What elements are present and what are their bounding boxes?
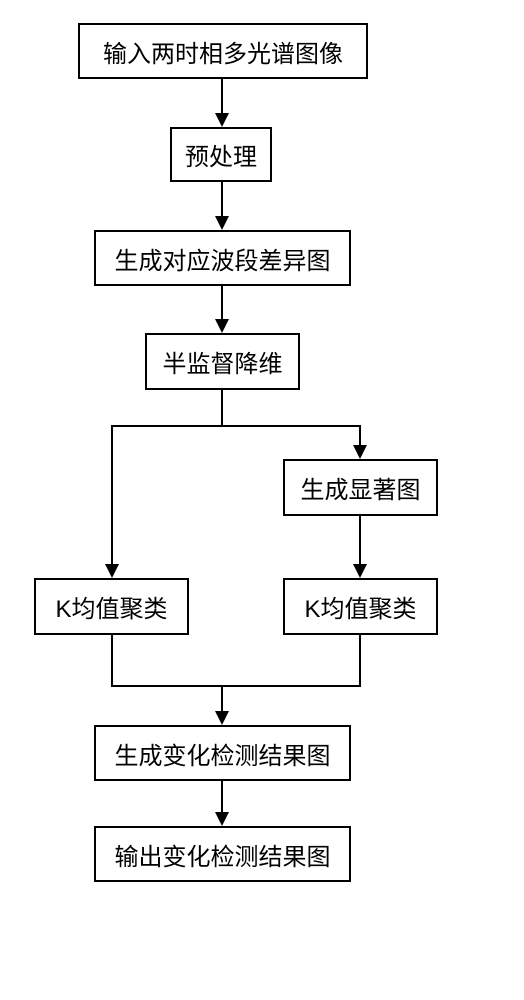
arrow-2-head <box>215 216 229 230</box>
node-kmeans-left: K均值聚类 <box>34 578 189 635</box>
split-left-head <box>105 564 119 578</box>
merge-left-line <box>111 635 113 686</box>
node-kmeans-right: K均值聚类 <box>283 578 438 635</box>
arrow-4-line <box>359 516 361 565</box>
split-right-head <box>353 445 367 459</box>
node-input: 输入两时相多光谱图像 <box>78 23 368 79</box>
arrow-1-line <box>221 79 223 114</box>
flowchart-container: 输入两时相多光谱图像 预处理 生成对应波段差异图 半监督降维 生成显著图 K均值… <box>0 0 524 1000</box>
split-right-line <box>359 425 361 446</box>
node-generate-result: 生成变化检测结果图 <box>94 725 351 781</box>
arrow-2-line <box>221 182 223 217</box>
arrow-6-head <box>215 812 229 826</box>
node-preprocess: 预处理 <box>170 127 272 182</box>
merge-h-line <box>111 685 361 687</box>
arrow-1-head <box>215 113 229 127</box>
node-output-result: 输出变化检测结果图 <box>94 826 351 882</box>
merge-center-line <box>221 686 223 712</box>
arrow-4-head <box>353 564 367 578</box>
split-center-line <box>221 390 223 426</box>
arrow-3-head <box>215 319 229 333</box>
split-left-line <box>111 425 113 565</box>
arrow-3-line <box>221 286 223 320</box>
arrow-5-head <box>215 711 229 725</box>
node-semi-supervised: 半监督降维 <box>145 333 300 390</box>
node-saliency: 生成显著图 <box>283 459 438 516</box>
arrow-6-line <box>221 781 223 813</box>
split-h-line <box>111 425 361 427</box>
merge-right-line <box>359 635 361 686</box>
node-diff-map: 生成对应波段差异图 <box>94 230 351 286</box>
